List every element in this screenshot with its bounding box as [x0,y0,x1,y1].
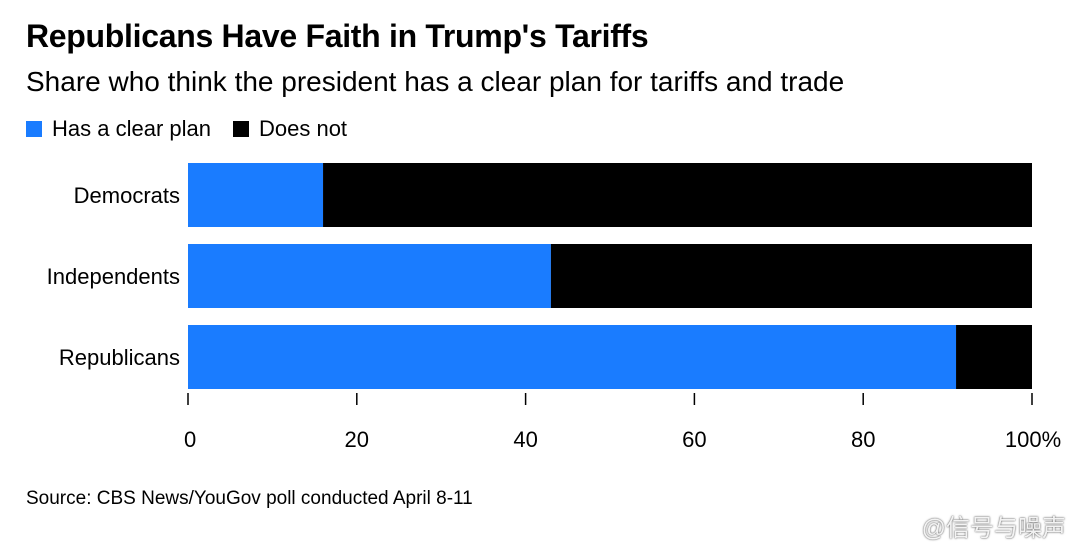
legend-swatch-clear-plan [26,121,42,137]
watermark: @信号与噪声 [890,508,1066,543]
chart-title: Republicans Have Faith in Trump's Tariff… [26,18,649,54]
bar-democrats-does-not [323,163,1032,227]
legend-swatch-does-not [232,121,249,137]
chart-subtitle: Share who think the president has a clea… [26,66,845,97]
x-tick-label-80: 80 [851,427,875,452]
weibo-icon [890,516,915,535]
watermark-text: @信号与噪声 [921,515,1066,542]
legend-item-does-not: Does not [232,116,348,142]
source-note: Source: CBS News/YouGov poll conducted A… [26,488,473,509]
x-tick-label-100: 100% [1005,427,1061,452]
legend-label-does-not: Does not [258,116,348,141]
legend-label-clear-plan: Has a clear plan [52,116,211,141]
category-label-republicans: Republicans [59,345,180,370]
bar-independents-does-not [550,244,1032,308]
legend: Has a clear plan Does not [26,116,369,142]
bar-republicans-clear-plan [188,325,957,389]
bar-democrats-clear-plan [188,163,324,227]
category-label-democrats: Democrats [74,183,180,208]
category-label-independents: Independents [47,264,180,289]
x-tick-label-40: 40 [513,427,537,452]
bar-independents-clear-plan [188,244,551,308]
bar-republicans-does-not [956,325,1032,389]
x-tick-label-20: 20 [345,427,369,452]
x-tick-label-60: 60 [682,427,706,452]
legend-item-clear-plan: Has a clear plan [26,116,211,142]
x-tick-label-0: 0 [184,427,196,452]
